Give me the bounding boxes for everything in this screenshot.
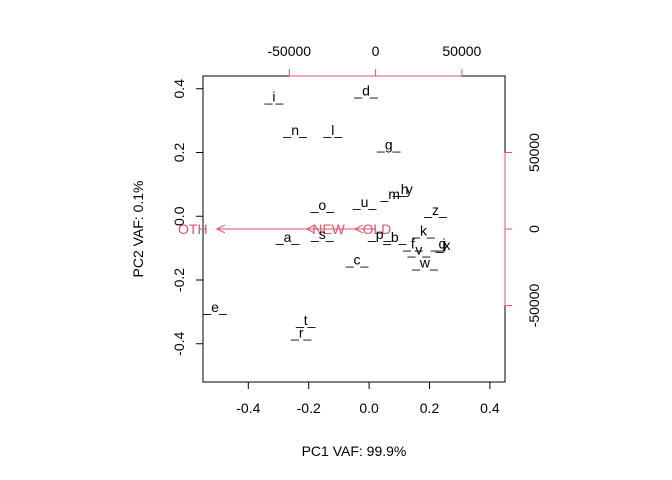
- loading-label: OLD: [362, 221, 391, 237]
- point-label: _k_: [411, 223, 435, 239]
- right-axis: -50000 0 50000: [504, 133, 542, 327]
- loading-label: NEW: [312, 221, 345, 237]
- right-tick-label: 50000: [526, 133, 542, 172]
- loading-label: OTH: [178, 221, 208, 237]
- score-points: _i_ _d__n_ _l__g__h_y_m_o_ _u_ _z__a_ _s_ _p__…: [202, 82, 450, 340]
- right-tick-label: 0: [526, 225, 542, 233]
- y-tick-label: 0.0: [171, 206, 187, 226]
- top-tick-label: -50000: [267, 43, 311, 59]
- point-label: _j: [434, 235, 446, 251]
- point-label: _q: [430, 235, 447, 251]
- point-label: _x: [435, 237, 451, 253]
- point-label: _c_: [345, 251, 369, 267]
- x-tick-label: 0.2: [420, 400, 440, 416]
- point-label: _m: [380, 186, 400, 202]
- y-axis-title: PC2 VAF: 0.1%: [130, 180, 146, 277]
- y-tick-label: 0.2: [171, 143, 187, 163]
- point-label: _z_: [423, 202, 447, 218]
- point-label: _b_: [382, 229, 407, 245]
- point-label: _n_: [282, 122, 307, 138]
- right-tick-label: -50000: [526, 283, 542, 327]
- loading-arrowhead: [215, 224, 226, 234]
- point-label: _i_: [264, 89, 284, 105]
- point-label: _w_: [411, 254, 438, 270]
- point-label: _o_: [310, 197, 335, 213]
- top-tick-label: 0: [372, 43, 380, 59]
- x-axis-title: PC1 VAF: 99.9%: [302, 443, 407, 459]
- point-label: _a_: [275, 229, 300, 245]
- point-label: _h: [392, 181, 409, 197]
- x-tick-label: -0.2: [297, 400, 321, 416]
- x-tick-label: -0.4: [236, 400, 260, 416]
- point-label: _e_: [202, 299, 227, 315]
- point-label: _p_: [367, 226, 392, 242]
- point-label: _v_: [407, 242, 431, 258]
- y-tick-label: -0.2: [171, 268, 187, 292]
- point-label: _l_: [323, 122, 343, 138]
- loading-arrows: OTH NEW OLD: [178, 221, 391, 237]
- point-label: _g_: [376, 137, 401, 153]
- point-label: _f_: [402, 235, 423, 251]
- point-label: _t_: [295, 312, 316, 328]
- loading-arrowhead: [353, 224, 364, 234]
- point-label: _y: [397, 181, 413, 197]
- y-tick-label: -0.4: [171, 331, 187, 355]
- top-tick-label: 50000: [442, 43, 481, 59]
- x-tick-label: 0.0: [359, 400, 379, 416]
- point-label: _d_: [353, 82, 378, 98]
- point-label: _s_: [310, 226, 334, 242]
- x-tick-label: 0.4: [480, 400, 500, 416]
- left-axis: -0.4 -0.2 0.0 0.2 0.4: [171, 79, 204, 356]
- point-label: _u_: [352, 194, 377, 210]
- y-tick-label: 0.4: [171, 79, 187, 99]
- top-axis: -50000 0 50000: [267, 43, 482, 77]
- point-label: _r_: [290, 325, 311, 341]
- loading-arrowhead: [305, 224, 315, 234]
- bottom-axis: -0.4 -0.2 0.0 0.2 0.4: [236, 381, 500, 416]
